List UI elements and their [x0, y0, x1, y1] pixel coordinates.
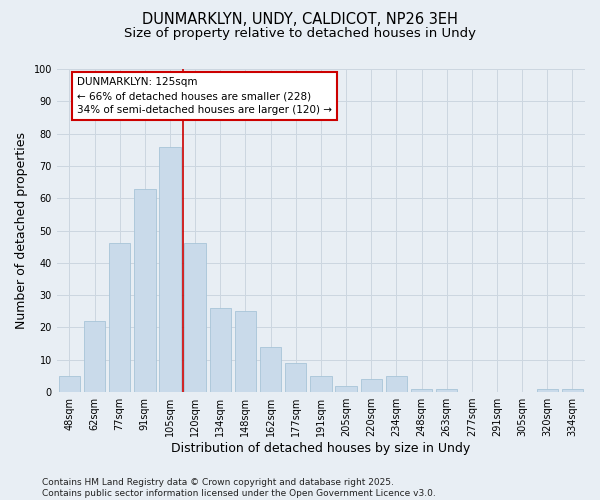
Y-axis label: Number of detached properties: Number of detached properties [15, 132, 28, 329]
Bar [159, 146, 181, 392]
Bar [562, 389, 583, 392]
Bar [436, 389, 457, 392]
Text: DUNMARKLYN, UNDY, CALDICOT, NP26 3EH: DUNMARKLYN, UNDY, CALDICOT, NP26 3EH [142, 12, 458, 28]
Bar [335, 386, 357, 392]
Bar [59, 376, 80, 392]
Text: Size of property relative to detached houses in Undy: Size of property relative to detached ho… [124, 28, 476, 40]
Bar [285, 363, 307, 392]
Bar [184, 244, 206, 392]
Bar [209, 308, 231, 392]
Bar [260, 347, 281, 392]
Bar [536, 389, 558, 392]
Bar [411, 389, 432, 392]
Bar [361, 379, 382, 392]
Text: Contains HM Land Registry data © Crown copyright and database right 2025.
Contai: Contains HM Land Registry data © Crown c… [42, 478, 436, 498]
Bar [109, 244, 130, 392]
Bar [134, 188, 155, 392]
X-axis label: Distribution of detached houses by size in Undy: Distribution of detached houses by size … [171, 442, 470, 455]
Bar [310, 376, 332, 392]
Text: DUNMARKLYN: 125sqm
← 66% of detached houses are smaller (228)
34% of semi-detach: DUNMARKLYN: 125sqm ← 66% of detached hou… [77, 77, 332, 115]
Bar [386, 376, 407, 392]
Bar [84, 321, 105, 392]
Bar [235, 312, 256, 392]
